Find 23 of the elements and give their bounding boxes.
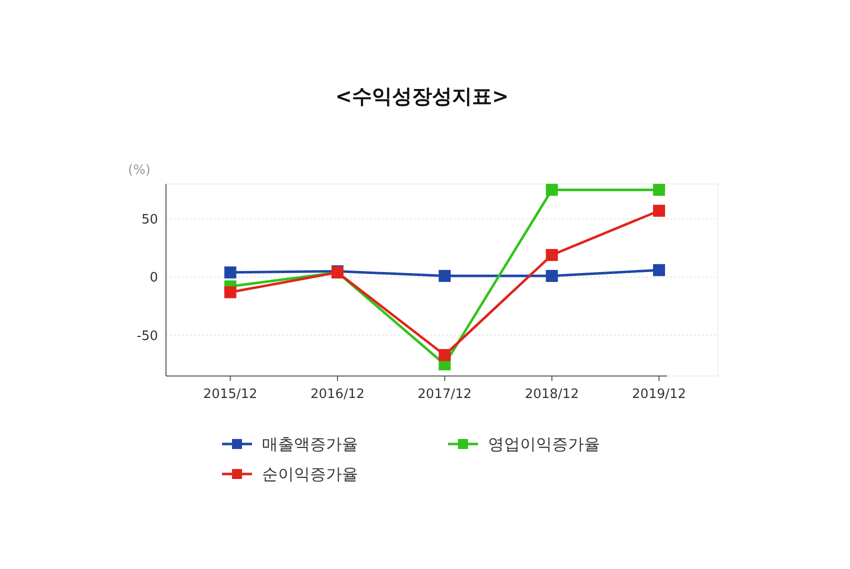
- x-tick-label: 2015/12: [203, 387, 258, 402]
- point: [546, 248, 558, 261]
- y-axis-title: (%): [128, 163, 150, 178]
- y-tick-label: -50: [136, 328, 158, 344]
- point: [224, 286, 236, 298]
- point: [546, 270, 558, 282]
- y-tick-label: 0: [150, 270, 158, 286]
- chart-title: <수익성장성지표>: [335, 84, 509, 108]
- point: [438, 349, 451, 362]
- legend-label: 매출액증가율: [262, 434, 358, 454]
- point: [546, 184, 558, 196]
- point: [653, 184, 666, 196]
- y-tick-label: 50: [141, 212, 158, 228]
- point: [224, 266, 236, 278]
- x-tick-label: 2017/12: [418, 387, 472, 402]
- point: [653, 264, 666, 276]
- legend-label: 순이익증가율: [262, 464, 358, 484]
- legend-label: 영업이익증가율: [488, 434, 600, 454]
- x-tick-label: 2018/12: [524, 387, 579, 402]
- point: [438, 270, 451, 282]
- point: [653, 204, 666, 217]
- x-tick-label: 2016/12: [310, 387, 365, 402]
- x-tick-label: 2019/12: [632, 387, 686, 402]
